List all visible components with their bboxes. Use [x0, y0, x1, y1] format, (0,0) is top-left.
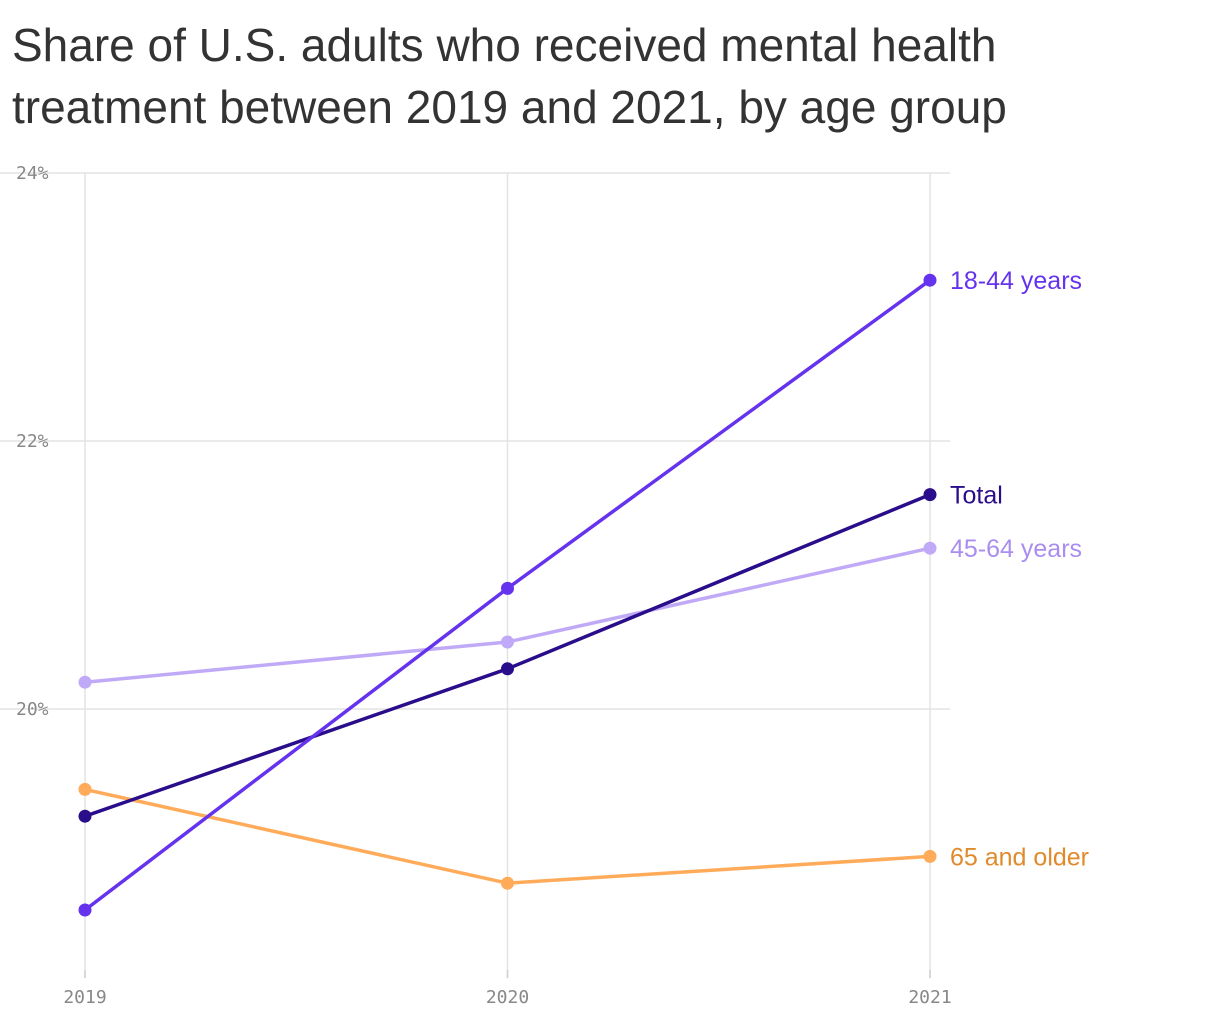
series-label: 18-44 years: [950, 267, 1082, 295]
series-points: [78, 273, 937, 917]
y-tick-label: 20%: [16, 699, 49, 720]
data-point: [501, 581, 514, 595]
y-axis: 24% 22% 20%: [16, 163, 49, 720]
data-point: [923, 541, 937, 555]
series-label: 45-64 years: [950, 535, 1082, 563]
series-label: Total: [950, 482, 1003, 510]
data-point: [78, 809, 92, 823]
y-tick-label: 22%: [16, 431, 49, 452]
data-point: [923, 273, 937, 287]
data-point: [501, 662, 514, 676]
y-tick-label: 24%: [16, 163, 49, 184]
x-axis: 2019 2020 2021: [63, 970, 952, 1008]
data-point: [501, 635, 514, 649]
data-point: [501, 876, 514, 890]
x-tick-label: 2020: [486, 987, 529, 1008]
data-point: [78, 782, 92, 796]
series-label: 65 and older: [950, 843, 1089, 871]
data-point: [78, 903, 92, 917]
gridlines: [0, 172, 950, 978]
data-point: [78, 675, 92, 689]
x-tick-label: 2021: [908, 987, 951, 1008]
chart-title: Share of U.S. adults who received mental…: [12, 19, 1007, 133]
series-labels: 18-44 years Total 45-64 years 65 and older: [950, 267, 1089, 871]
data-point: [923, 488, 937, 502]
data-point: [923, 849, 937, 863]
x-tick-label: 2019: [63, 987, 106, 1008]
